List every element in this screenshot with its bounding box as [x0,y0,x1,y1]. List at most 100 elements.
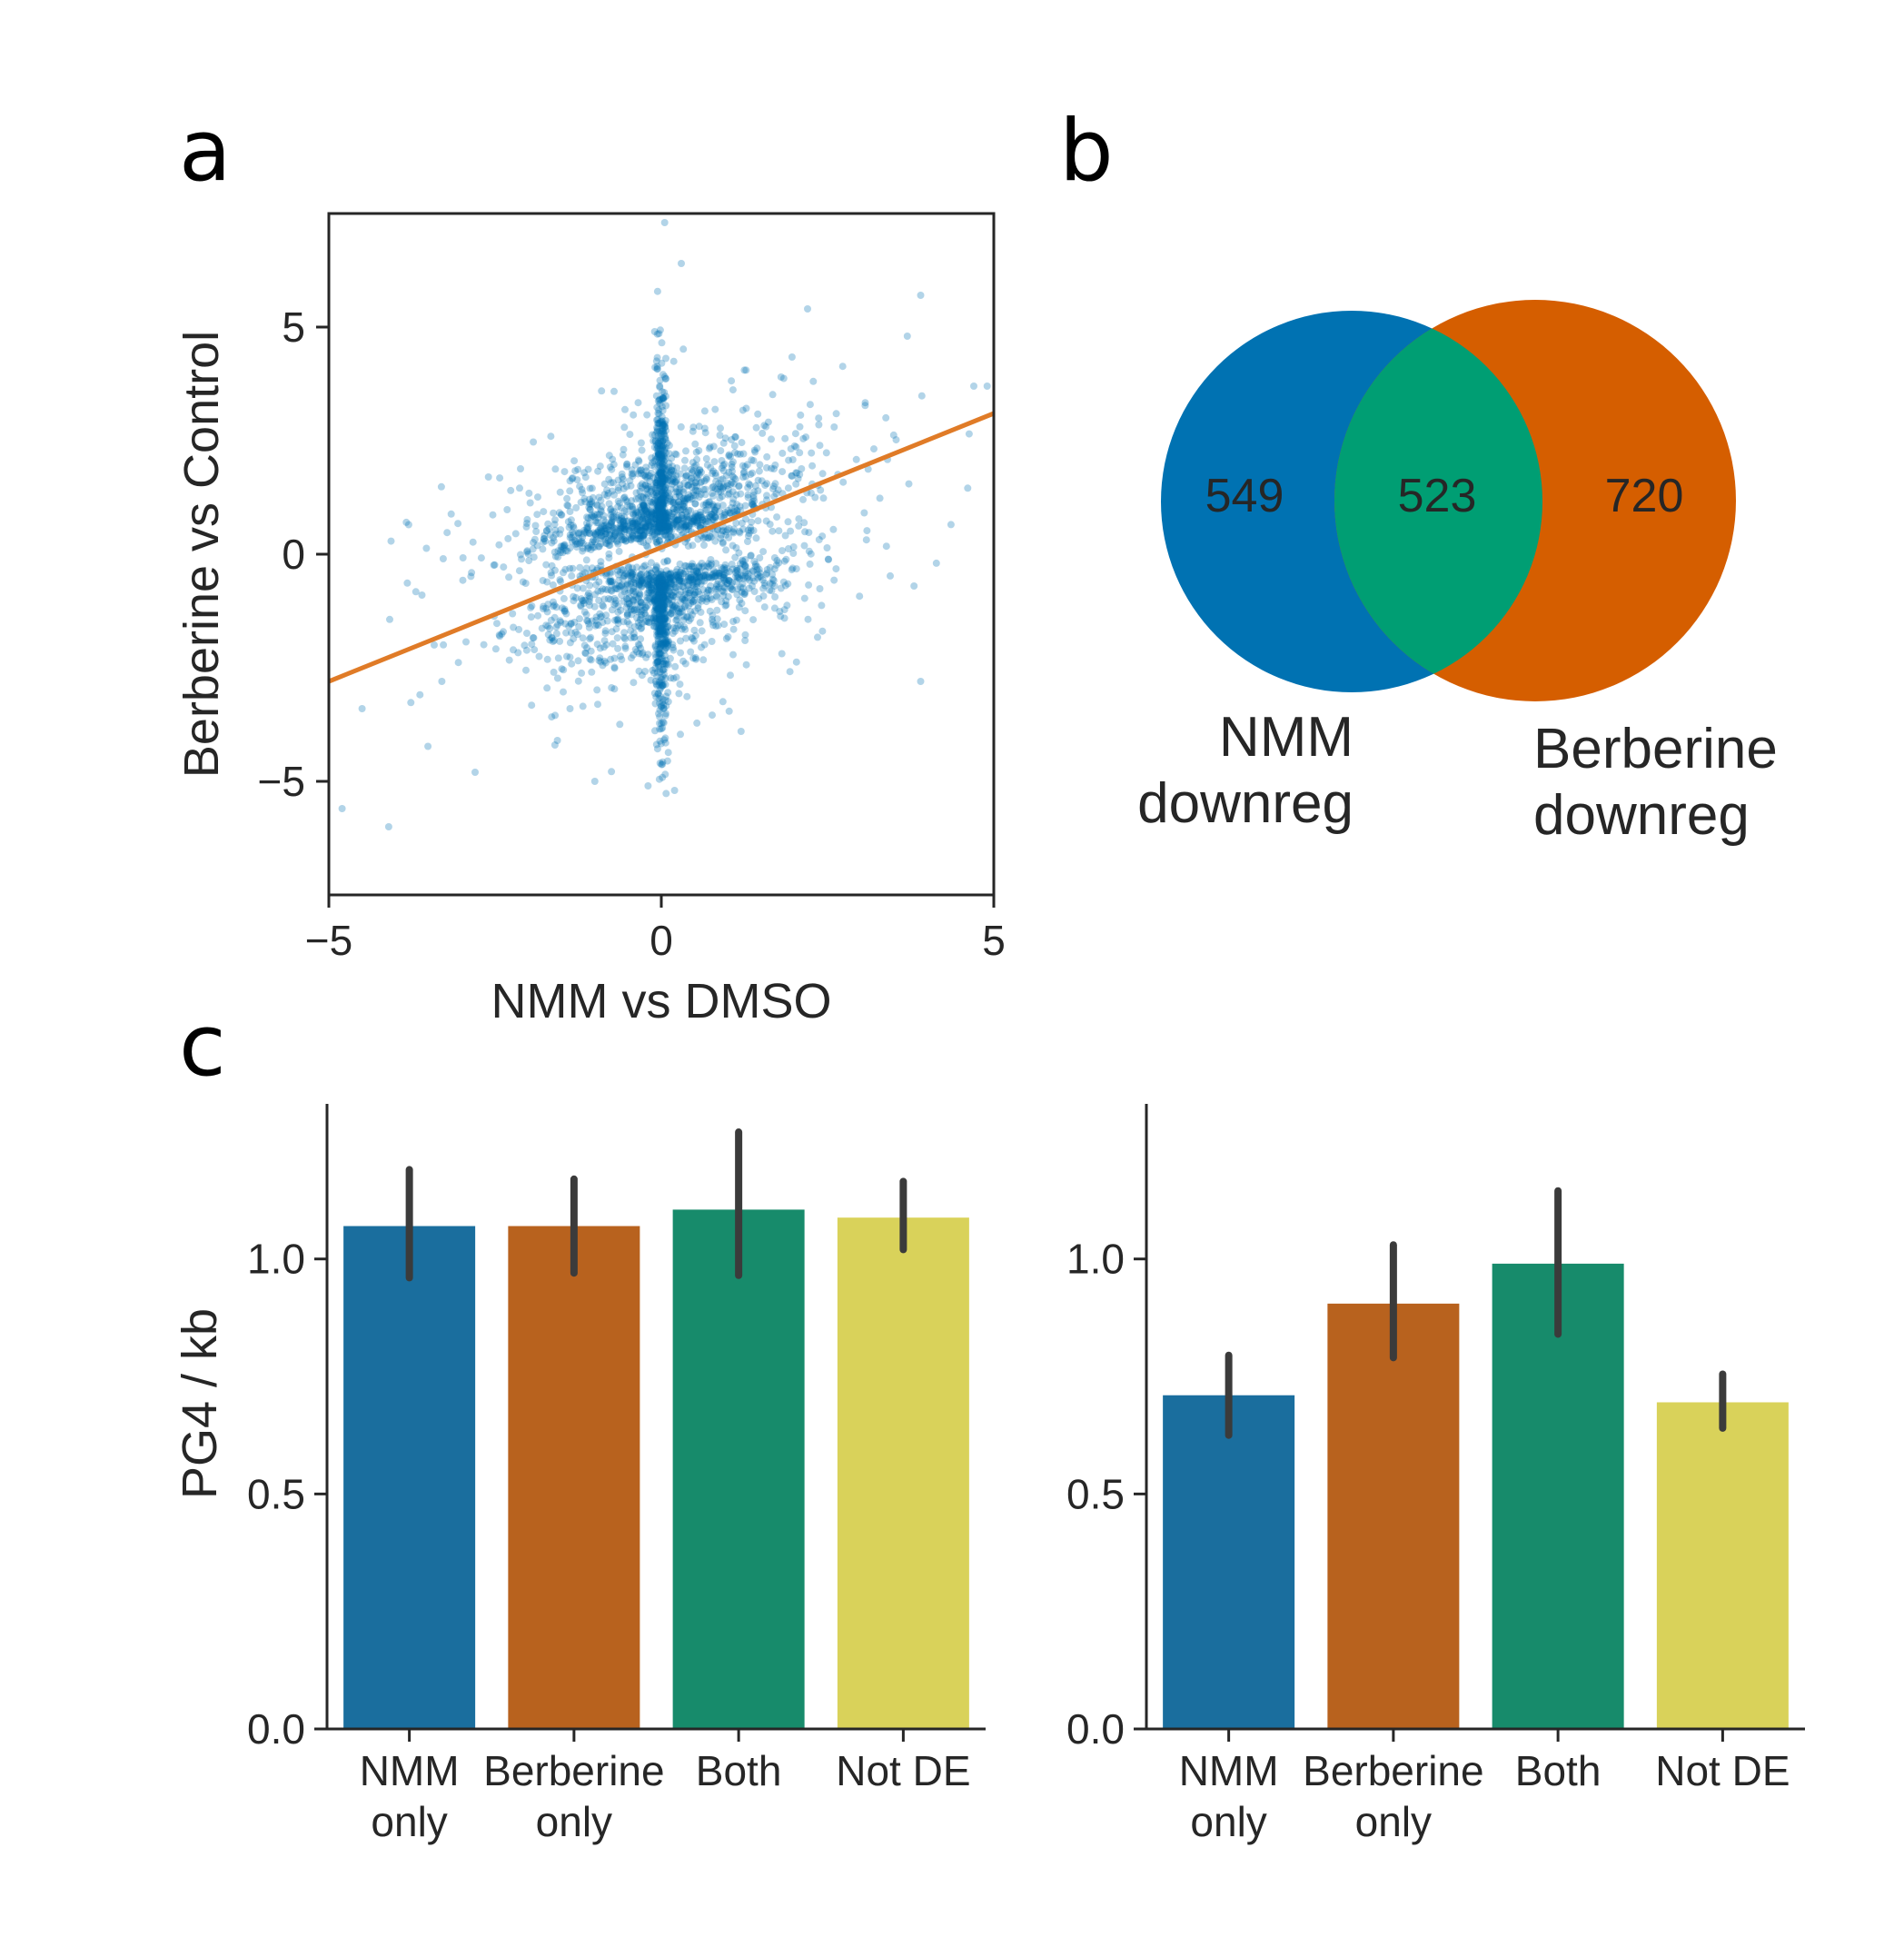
scatter-point [749,457,758,464]
scatter-point [660,588,669,596]
scatter-point [694,569,701,577]
scatter-point [605,452,613,460]
scatter-point [634,594,642,602]
scatter-point [659,472,666,480]
scatter-point [654,424,661,432]
scatter-point [505,656,513,664]
scatter-point [608,522,615,530]
scatter-point [710,572,719,581]
scatter-point [711,484,719,492]
scatter-point [653,617,661,625]
scatter-point [614,486,622,494]
scatter-point [581,473,590,482]
scatter-point [576,563,584,571]
scatter-point [628,502,636,511]
scatter-point [686,589,694,597]
scatter-point [612,524,620,532]
scatter-point [640,562,648,571]
scatter-point [661,674,669,682]
scatter-point [638,499,646,507]
scatter-point [591,517,600,525]
scatter-point [687,614,695,622]
scatter-point [647,676,655,684]
scatter-point [658,676,666,683]
scatter-point [658,480,666,488]
scatter-point [856,592,864,601]
scatter-point [778,468,787,476]
scatter-point [662,481,670,489]
scatter-point [548,633,556,641]
scatter-point [660,462,669,470]
scatter-point [662,402,670,410]
scatter-point [630,576,638,584]
scatter-point [648,581,655,589]
scatter-point [678,512,686,519]
scatter-point [648,586,656,594]
scatter-point [646,522,654,531]
scatter-point [773,513,781,522]
scatter-point [744,572,752,581]
scatter-point [580,641,589,650]
scatter-point [669,467,678,475]
scatter-point [747,551,755,560]
scatter-point [655,616,663,624]
scatter-point [673,517,681,524]
scatter-point [616,530,624,538]
scatter-point [750,446,759,454]
scatter-point [650,431,659,439]
scatter-point [656,445,664,453]
scatter-point [655,597,663,605]
scatter-point [600,643,608,651]
scatter-point [661,423,669,432]
scatter-point [628,466,636,474]
scatter-point [661,660,669,668]
scatter-point [607,595,615,603]
scatter-point [655,581,663,589]
scatter-point [653,474,661,482]
scatter-point [614,620,622,628]
scatter-point [795,515,803,523]
scatter-point [510,623,518,631]
scatter-point [739,571,747,580]
scatter-point [680,522,689,531]
scatter-plot: −5 0 5−505 NMM vs DMSO Berberine vs Contro… [174,212,1006,1028]
scatter-point [629,520,637,528]
scatter-point [660,609,669,617]
scatter-point [740,591,749,598]
scatter-point [659,627,667,635]
scatter-point [662,489,669,497]
scatter-point [685,581,692,589]
scatter-point [677,523,685,531]
scatter-point [700,641,709,649]
scatter-point [711,585,719,593]
scatter-point [652,740,660,749]
scatter-point [729,499,737,507]
scatter-point [657,593,665,601]
scatter-point [636,503,644,512]
scatter-point [660,522,669,531]
scatter-point [654,569,662,577]
scatter-point [609,578,616,586]
scatter-point [714,621,722,630]
scatter-point [553,674,561,682]
scatter-point [654,579,662,587]
scatter-point [703,461,711,469]
scatter-point [558,665,566,673]
scatter-point [832,565,840,573]
scatter-point [634,535,642,543]
scatter-point [629,503,637,512]
scatter-point [531,522,540,530]
scatter-point [585,592,593,601]
scatter-point [552,630,560,638]
scatter-point [701,573,709,581]
scatter-point [658,419,666,427]
scatter-point [651,597,659,605]
scatter-point [653,582,661,591]
scatter-point [704,501,712,509]
scatter-point [620,571,629,580]
scatter-point [709,442,718,451]
scatter-point [659,660,667,668]
scatter-point [651,612,659,621]
scatter-point [640,576,649,584]
scatter-point [614,540,622,548]
